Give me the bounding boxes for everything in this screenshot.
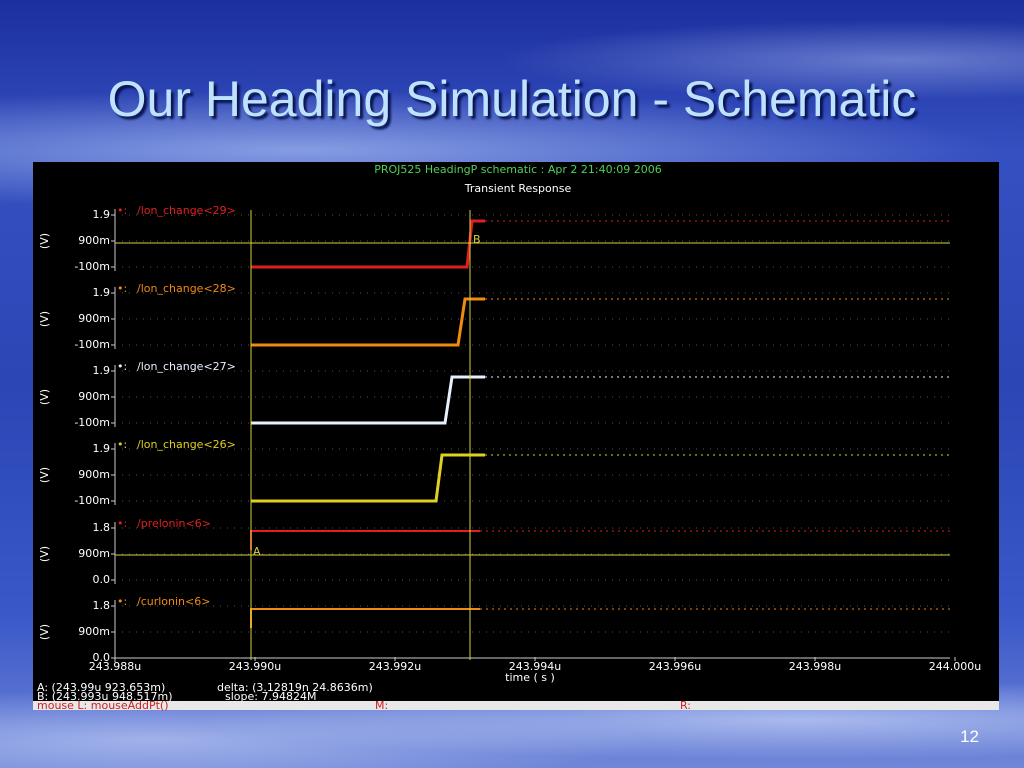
x-tick-label: 244.000u bbox=[929, 660, 981, 673]
status-b: B: (243.993u 948.517m) bbox=[37, 690, 173, 703]
y-tick-label: 1.9 bbox=[93, 208, 111, 221]
footer-bar bbox=[33, 701, 999, 710]
y-tick-label: -100m bbox=[74, 494, 110, 507]
y-tick-label: 1.9 bbox=[93, 364, 111, 377]
y-axis-label: (V) bbox=[38, 546, 51, 562]
x-tick-label: 243.996u bbox=[649, 660, 701, 673]
x-tick-label: 243.994u bbox=[509, 660, 561, 673]
signal-label: /curlonin<6> bbox=[137, 595, 210, 608]
screen bbox=[33, 162, 999, 710]
signal-marker: •: bbox=[117, 595, 127, 608]
header: PROJ525 HeadingP schematic : Apr 2 21:40… bbox=[374, 163, 662, 176]
status-delta: delta: (3.12819n 24.8636m) bbox=[217, 681, 373, 694]
signal-label: /lon_change<27> bbox=[137, 360, 236, 373]
footer-m: M: bbox=[375, 699, 388, 712]
y-axis-label: (V) bbox=[38, 311, 51, 327]
signal-marker: •: bbox=[117, 438, 127, 451]
y-tick-label: 0.0 bbox=[93, 651, 111, 664]
y-tick-label: 1.8 bbox=[93, 521, 111, 534]
y-axis-label: (V) bbox=[38, 624, 51, 640]
waveform bbox=[251, 375, 485, 425]
signal-label: /lon_change<26> bbox=[137, 438, 236, 451]
page-number: 12 bbox=[960, 727, 979, 746]
signal-marker: •: bbox=[117, 517, 127, 530]
y-tick-label: 900m bbox=[78, 390, 110, 403]
waveform bbox=[251, 453, 485, 503]
x-tick-label: 243.992u bbox=[369, 660, 421, 673]
x-tick-label: 243.998u bbox=[789, 660, 841, 673]
y-tick-label: 1.9 bbox=[93, 286, 111, 299]
y-tick-label: -100m bbox=[74, 338, 110, 351]
y-axis-label: (V) bbox=[38, 233, 51, 249]
footer-mouse-l: mouse L: mouseAddPt() bbox=[37, 699, 168, 712]
y-axis-label: (V) bbox=[38, 467, 51, 483]
footer-r: R: bbox=[680, 699, 691, 712]
y-tick-label: 1.8 bbox=[93, 599, 111, 612]
y-tick-label: 900m bbox=[78, 234, 110, 247]
y-axis-label: (V) bbox=[38, 389, 51, 405]
y-tick-label: 900m bbox=[78, 625, 110, 638]
waveform bbox=[251, 297, 485, 347]
signal-marker: •: bbox=[117, 282, 127, 295]
y-tick-label: 900m bbox=[78, 547, 110, 560]
slide-title: Our Heading Simulation - Schematic bbox=[107, 71, 917, 127]
cursor-a: A bbox=[253, 545, 261, 558]
x-tick-label: 243.988u bbox=[89, 660, 141, 673]
y-tick-label: 900m bbox=[78, 468, 110, 481]
y-tick-label: 1.9 bbox=[93, 442, 111, 455]
signal-marker: •: bbox=[117, 360, 127, 373]
x-tick-label: 243.990u bbox=[229, 660, 281, 673]
status-slope: slope: 7.94824M bbox=[225, 690, 316, 703]
signal-label: /lon_change<28> bbox=[137, 282, 236, 295]
signal-marker: •: bbox=[117, 204, 127, 217]
y-tick-label: 900m bbox=[78, 312, 110, 325]
y-tick-label: -100m bbox=[74, 260, 110, 273]
cursor-b: B bbox=[473, 233, 481, 246]
y-tick-label: -100m bbox=[74, 416, 110, 429]
signal-label: /lon_change<29> bbox=[137, 204, 236, 217]
subtitle: Transient Response bbox=[464, 182, 572, 195]
signal-label: /prelonin<6> bbox=[137, 517, 211, 530]
y-tick-label: 0.0 bbox=[93, 573, 111, 586]
x-axis-label: time ( s ) bbox=[505, 671, 555, 684]
status-a: A: (243.99u 923.653m) bbox=[37, 681, 165, 694]
